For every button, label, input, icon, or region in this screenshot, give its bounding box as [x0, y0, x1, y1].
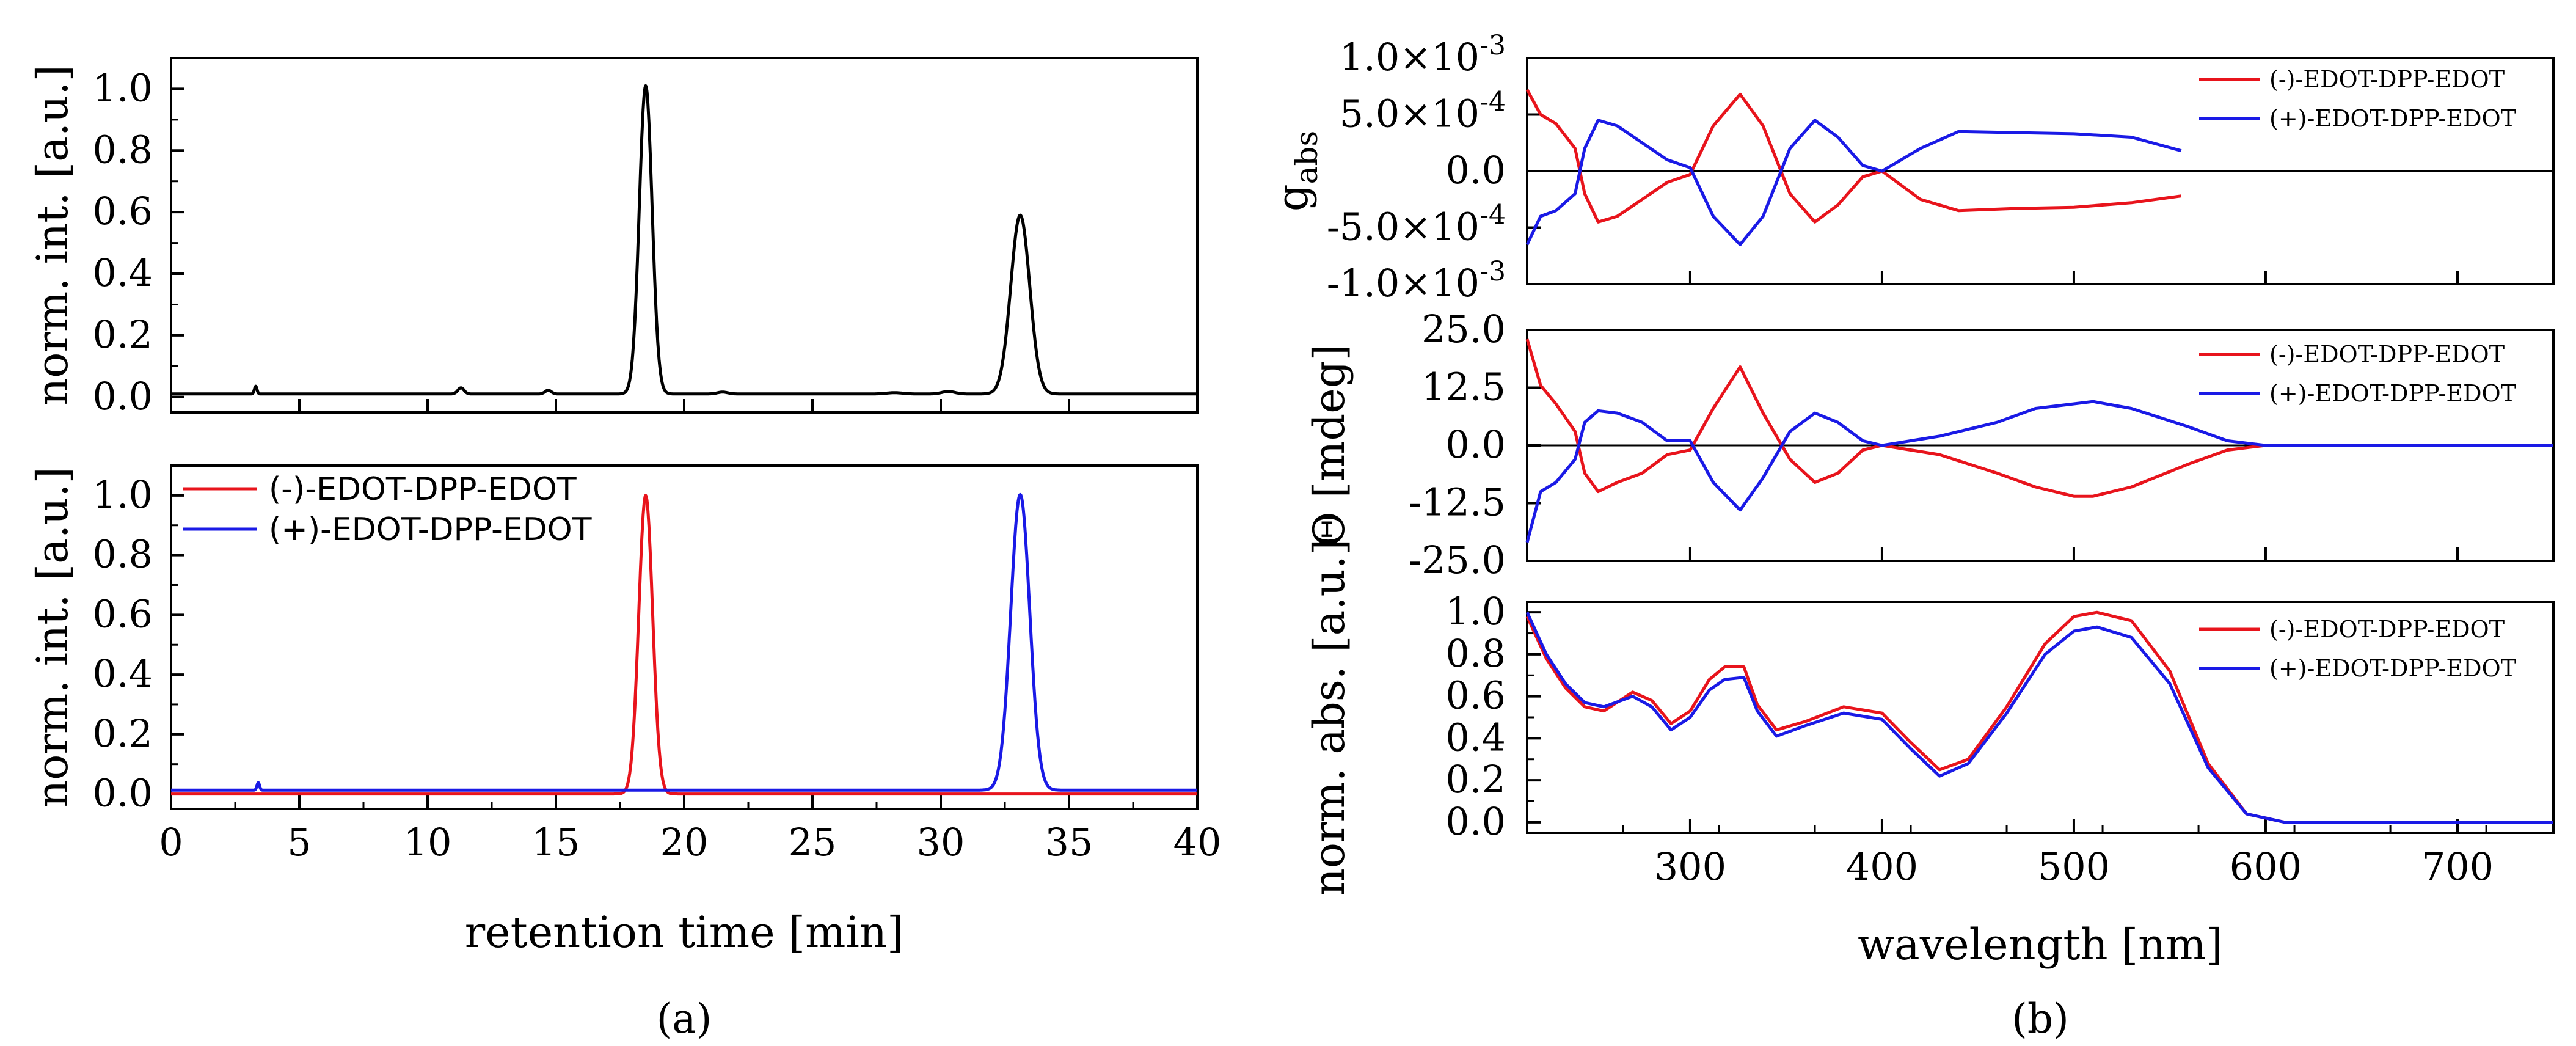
panel-label-b: (b): [2012, 995, 2069, 1042]
chart-b-cd: 25.0 12.5 0.0 -12.5 -25.0 Θ [mdeg] (-)-EDOT-DP…: [1304, 307, 2555, 582]
y-tick-label: -1.0×10-3: [1327, 256, 1506, 305]
legend-label-0: (-)-EDOT-DPP-EDOT: [2269, 341, 2505, 368]
legend-label-0: (-)-EDOT-DPP-EDOT: [2269, 616, 2505, 643]
y-tick-label: -25.0: [1409, 538, 1506, 582]
y-axis-title-subscript: abs: [1289, 131, 1324, 184]
x-tick-label: 0: [159, 820, 183, 865]
y-tick-label: 12.5: [1421, 365, 1506, 409]
series-line-0: [1525, 89, 2182, 224]
x-tick-label: 25: [789, 820, 837, 865]
y-tick-label: 1.0: [92, 65, 153, 110]
y-tick-label: 0.6: [92, 591, 153, 636]
series-line-0: [170, 494, 1199, 796]
y-tick-label: 0.8: [92, 532, 153, 577]
series-line-1: [170, 492, 1199, 792]
plot-frame: [170, 57, 1199, 414]
series-line-1: [1525, 400, 2553, 543]
y-tick-label: 1.0: [1445, 589, 1506, 634]
x-tick-label: 400: [1846, 844, 1918, 889]
chart-b-gabs: 1.0×10-3 5.0×10-4 0.0 -5.0×10-4 -1.0×10-3gab…: [1268, 30, 2555, 305]
y-tick-exponent: -4: [1480, 200, 1506, 231]
y-tick-exponent: -3: [1480, 256, 1506, 287]
y-tick-label: 0.8: [92, 127, 153, 172]
x-axis-title: wavelength [nm]: [1858, 920, 2223, 970]
x-tick-label: 35: [1045, 820, 1093, 865]
y-tick-label: 1.0: [92, 472, 153, 517]
y-tick-label: -5.0×10-4: [1327, 200, 1506, 249]
series-line-0: [1525, 338, 2553, 498]
y-tick-exponent: -4: [1480, 87, 1506, 118]
x-tick-label: 300: [1654, 844, 1726, 889]
x-tick-label: 5: [287, 820, 311, 865]
y-tick-label: 0.0: [92, 374, 153, 419]
x-tick-label: 700: [2421, 844, 2494, 889]
legend-label-0: (-)-EDOT-DPP-EDOT: [269, 471, 577, 508]
y-tick-label: 0.6: [1445, 673, 1506, 718]
x-tick-label: 40: [1173, 820, 1222, 865]
y-tick-label: 0.6: [92, 189, 153, 233]
x-axis-title: retention time [min]: [465, 907, 904, 957]
y-tick-label: 0.4: [92, 651, 153, 696]
y-axis-title: Θ [mdeg]: [1304, 344, 1354, 547]
x-tick-label: 500: [2038, 844, 2110, 889]
y-tick-label: 5.0×10-4: [1340, 87, 1506, 136]
y-tick-label: 0.2: [1445, 757, 1506, 802]
legend-label-1: (+)-EDOT-DPP-EDOT: [2269, 655, 2516, 682]
y-tick-label: 0.2: [92, 711, 153, 756]
x-tick-label: 10: [404, 820, 452, 865]
x-tick-label: 600: [2230, 844, 2302, 889]
y-tick-label: 0.8: [1445, 631, 1506, 676]
legend-label-1: (+)-EDOT-DPP-EDOT: [2269, 105, 2516, 132]
y-tick-label: 0.4: [1445, 715, 1506, 759]
y-tick-exponent: -3: [1480, 30, 1506, 61]
y-tick-label: 0.0: [1445, 422, 1506, 467]
chart-b-abs: 0.00.20.40.60.81.0 300 400 500 600 700 wavelen…: [1304, 539, 2555, 970]
y-axis-title: norm. int. [a.u.]: [27, 467, 78, 808]
legend-label-1: (+)-EDOT-DPP-EDOT: [2269, 380, 2516, 407]
x-tick-label: 30: [917, 820, 965, 865]
series-line-1: [1525, 119, 2182, 246]
series-line-1: [1525, 612, 2553, 824]
y-tick-label: 0.0: [1445, 799, 1506, 844]
y-axis-title: gabs: [1268, 131, 1324, 211]
legend-label-0: (-)-EDOT-DPP-EDOT: [2269, 66, 2505, 93]
chart-a-bottom: 0.0 0.2 0.4 0.6 0.8 1.0 0 5 10 15 20 25 30 35 40 retent…: [27, 464, 1222, 957]
series-line-0: [170, 84, 1199, 396]
y-tick-label: 0.0: [1445, 148, 1506, 192]
series-line-0: [1525, 610, 2553, 824]
x-tick-label: 20: [660, 820, 709, 865]
y-axis-title: norm. int. [a.u.]: [27, 65, 78, 406]
y-tick-label: 1.0×10-3: [1340, 30, 1506, 79]
y-tick-label: 25.0: [1421, 307, 1506, 351]
x-tick-label: 15: [532, 820, 580, 865]
y-tick-label: -12.5: [1409, 480, 1506, 525]
legend-label-1: (+)-EDOT-DPP-EDOT: [269, 511, 592, 548]
y-tick-label: 0.4: [92, 251, 153, 295]
y-tick-label: 0.0: [92, 771, 153, 816]
y-tick-label: 0.2: [92, 312, 153, 357]
panel-label-a: (a): [657, 995, 712, 1042]
y-axis-title: norm. abs. [a.u.]: [1304, 539, 1354, 896]
chart-a-top: 0.0 0.2 0.4 0.6 0.8 1.0 norm. int. [a.u.]: [27, 57, 1199, 419]
